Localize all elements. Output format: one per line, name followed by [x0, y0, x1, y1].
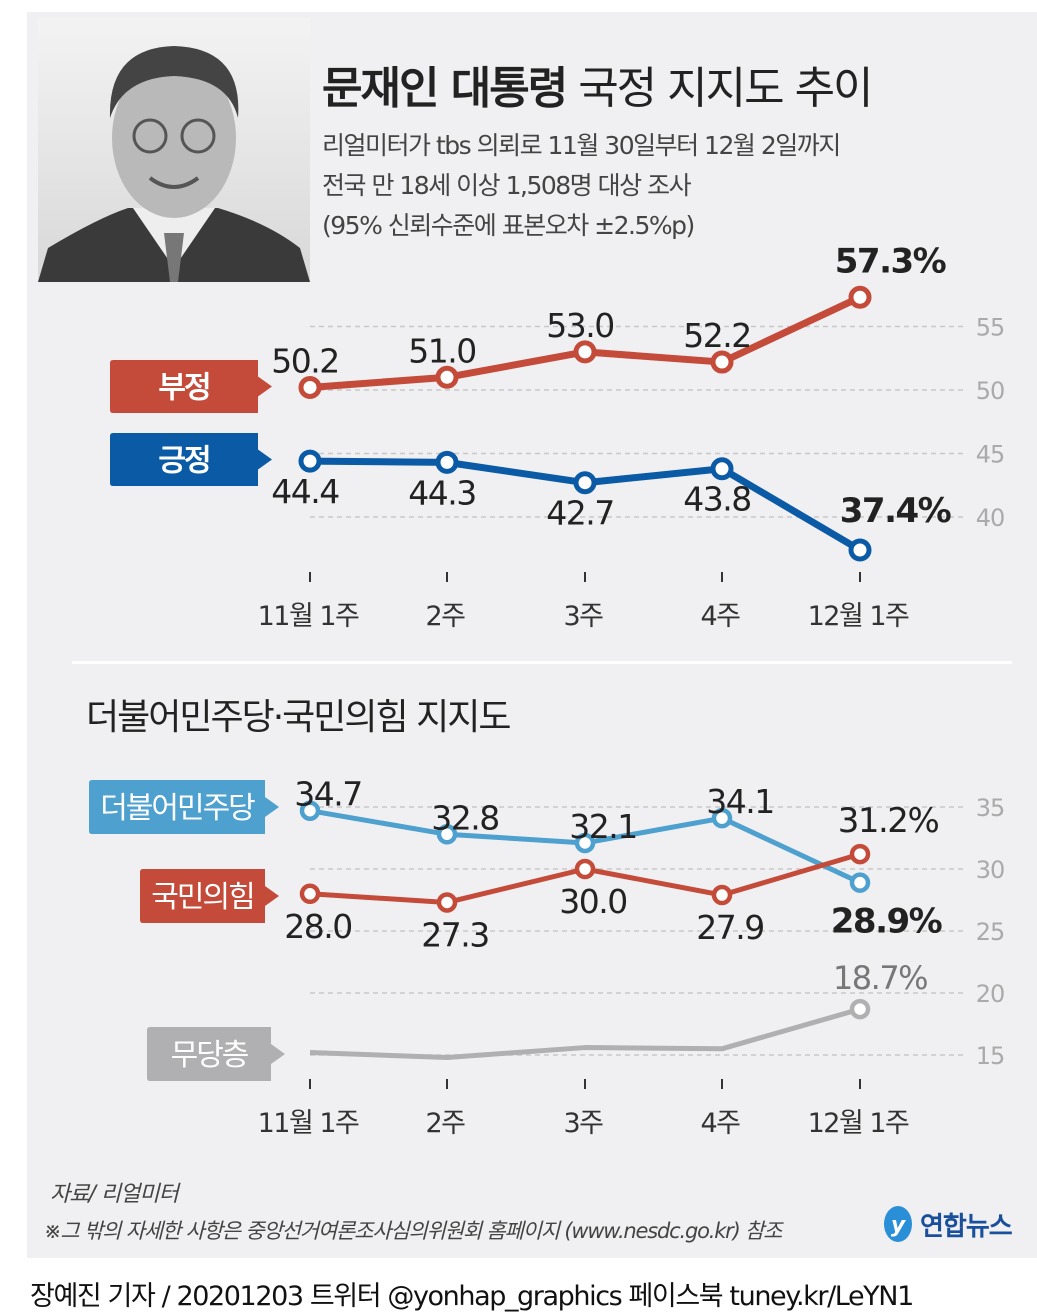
y-tick-label: 40: [976, 504, 1005, 532]
series-tag-label: 긍정: [158, 444, 209, 479]
x-tick-label: 4주: [700, 601, 740, 632]
data-point: [298, 449, 322, 473]
data-label: 42.7: [546, 494, 613, 533]
data-label: 31.2%: [838, 801, 939, 841]
section-title-parties: 더불어민주당·국민의힘 지지도: [86, 697, 511, 738]
series-tag-bg: [140, 869, 279, 923]
x-tick-label: 2주: [425, 601, 465, 632]
source-text: 자료/ 리얼미터: [50, 1182, 179, 1207]
data-label: 51.0: [408, 331, 475, 370]
x-tick-label: 4주: [700, 1108, 740, 1139]
section-divider: [72, 661, 1012, 664]
data-point: [299, 800, 321, 821]
data-point: [710, 350, 734, 374]
data-point: [435, 450, 459, 474]
x-tick-label: 11월 1주: [258, 601, 359, 632]
subtitle-line-2: 전국 만 18세 이상 1,508명 대상 조사: [322, 171, 692, 200]
president-photo: [38, 18, 310, 282]
series-tag-국민의힘: 국민의힘: [140, 869, 279, 923]
data-label: 28.0: [284, 907, 351, 946]
x-tick-label: 12월 1주: [808, 601, 909, 632]
data-label: 27.3: [421, 915, 488, 954]
series-tag-label: 부정: [158, 371, 209, 406]
data-label: 18.7%: [833, 959, 927, 997]
y-tick-label: 15: [976, 1042, 1005, 1070]
data-point: [711, 884, 733, 906]
data-point: [849, 872, 871, 893]
series-tag-긍정: 긍정: [110, 433, 272, 486]
data-point: [298, 375, 322, 399]
data-label: 44.3: [408, 473, 475, 512]
data-label: 32.8: [431, 798, 498, 837]
data-point: [711, 807, 733, 829]
series-tag-bg: [110, 360, 272, 413]
series-tag-label: 무당층: [171, 1038, 248, 1073]
data-point: [710, 457, 734, 481]
x-tick-label: 11월 1주: [258, 1108, 359, 1139]
series-tag-부정: 부정: [110, 360, 272, 413]
data-label: 32.1: [569, 807, 636, 846]
series-tag-더불어민주당: 더불어민주당: [89, 780, 279, 834]
subtitle-line-1: 리얼미터가 tbs 의뢰로 11월 30일부터 12월 2일까지: [322, 131, 841, 160]
yonhap-logo-icon: y: [884, 1206, 912, 1242]
y-tick-label: 55: [976, 314, 1005, 342]
x-tick-label: 3주: [563, 1108, 603, 1139]
data-label: 34.1: [706, 782, 773, 821]
data-label: 30.0: [559, 882, 626, 921]
note-text: ※그 밖의 자세한 사항은 중앙선거여론조사심의위원회 홈페이지 (www.ne…: [44, 1219, 782, 1243]
data-label: 50.2: [271, 341, 338, 380]
yonhap-logo-text: 연합뉴스: [920, 1211, 1013, 1242]
y-tick-label: 35: [976, 794, 1005, 822]
data-label: 37.4%: [840, 491, 951, 531]
data-label: 28.9%: [831, 902, 942, 942]
data-label: 34.7: [294, 775, 361, 814]
data-point: [435, 365, 459, 389]
data-point: [849, 843, 871, 865]
x-tick-label: 12월 1주: [808, 1108, 909, 1139]
series-tag-무당층: 무당층: [147, 1027, 285, 1081]
data-point: [848, 285, 872, 309]
svg-text:y: y: [891, 1213, 907, 1238]
data-label: 27.9: [696, 908, 763, 947]
data-label: 57.3%: [835, 241, 946, 281]
series-tag-bg: [89, 780, 279, 834]
data-label: 43.8: [683, 480, 750, 519]
series-tag-label: 더불어민주당: [100, 791, 255, 826]
y-tick-label: 45: [976, 441, 1005, 469]
data-label: 44.4: [271, 472, 339, 511]
series-tag-bg: [110, 433, 272, 486]
y-tick-label: 50: [976, 377, 1005, 405]
yonhap-logo: y 연합뉴스: [880, 1204, 1013, 1244]
y-tick-label: 20: [976, 980, 1005, 1008]
y-tick-label: 30: [976, 856, 1005, 884]
x-tick-label: 2주: [425, 1108, 465, 1139]
data-point: [436, 892, 458, 913]
subtitle-line-3: (95% 신뢰수준에 표본오차 ±2.5%p): [322, 211, 695, 240]
x-tick-label: 3주: [563, 601, 603, 632]
credit-line: 장예진 기자 / 20201203 트위터 @yonhap_graphics 페…: [30, 1281, 914, 1312]
series-line-무당층: [309, 1006, 861, 1060]
data-point: [436, 824, 458, 845]
data-point: [574, 858, 596, 880]
data-point: [573, 471, 597, 495]
data-point: [299, 883, 321, 905]
y-tick-label: 25: [976, 918, 1005, 946]
data-label: 52.2: [683, 316, 750, 355]
data-point: [573, 340, 597, 364]
data-point: [574, 832, 596, 854]
data-point: [848, 538, 872, 562]
series-tag-bg: [147, 1027, 285, 1081]
data-label: 53.0: [546, 306, 613, 345]
page-title: 문재인 대통령 국정 지지도 추이: [322, 63, 874, 114]
data-point: [849, 998, 871, 1020]
series-tag-label: 국민의힘: [151, 880, 253, 915]
